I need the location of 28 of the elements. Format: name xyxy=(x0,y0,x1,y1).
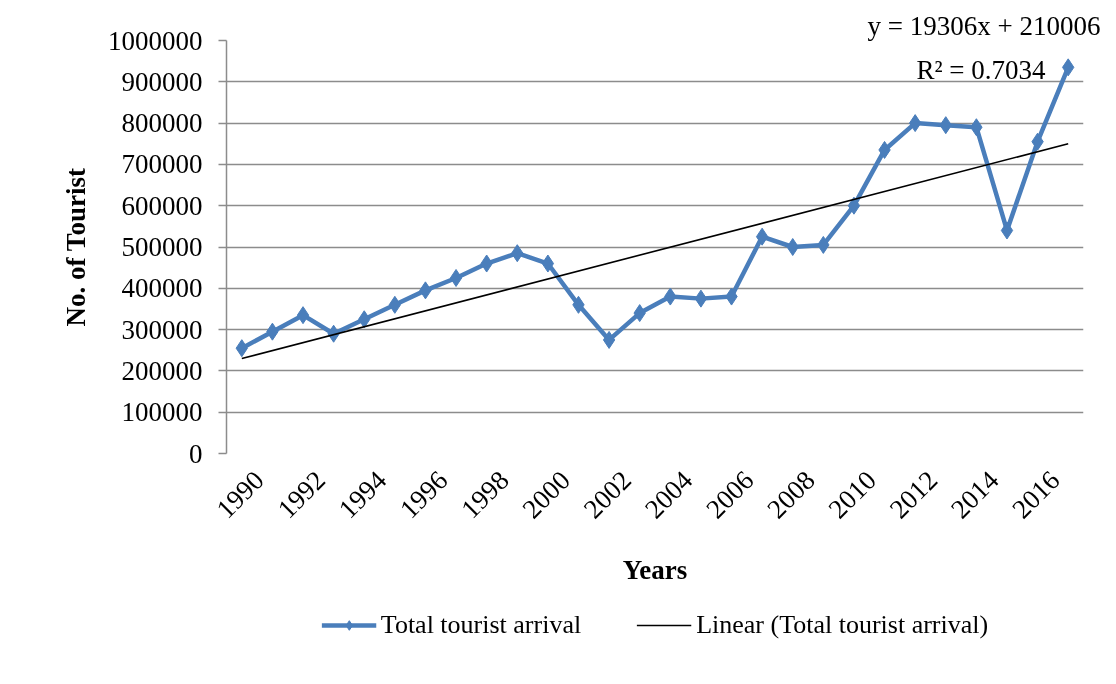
y-tick-label: 1000000 xyxy=(108,25,203,56)
text: y = 19306x + 210006 xyxy=(867,10,1101,41)
y-tick-label: 300000 xyxy=(121,314,203,345)
y-tick-label: 900000 xyxy=(121,66,203,97)
y-tick-label: 500000 xyxy=(121,232,203,262)
point xyxy=(296,306,310,325)
legend-label: Total tourist arrival xyxy=(380,610,582,640)
y-tick-label: 200000 xyxy=(121,355,203,386)
y-axis-title: No. of Tourist xyxy=(61,168,91,327)
point xyxy=(1000,221,1014,240)
y-tick-label: 800000 xyxy=(121,108,203,139)
annotation: R² = 0.7034 xyxy=(916,54,1046,85)
point xyxy=(908,114,922,133)
point xyxy=(755,227,769,246)
point xyxy=(602,330,616,349)
point xyxy=(694,289,708,308)
y-tick-label: 600000 xyxy=(121,190,203,221)
x-axis-title: Years xyxy=(622,555,688,586)
point xyxy=(449,268,463,287)
y-tick-label: 400000 xyxy=(121,273,203,304)
point xyxy=(388,295,402,314)
y-tick-label: 700000 xyxy=(121,149,203,180)
y-tick-label: 0 xyxy=(189,438,203,469)
point xyxy=(786,238,799,256)
point xyxy=(541,254,555,273)
y-tick-label: 100000 xyxy=(121,397,203,428)
legend-label: Linear (Total tourist arrival) xyxy=(696,610,989,640)
point xyxy=(847,196,861,215)
